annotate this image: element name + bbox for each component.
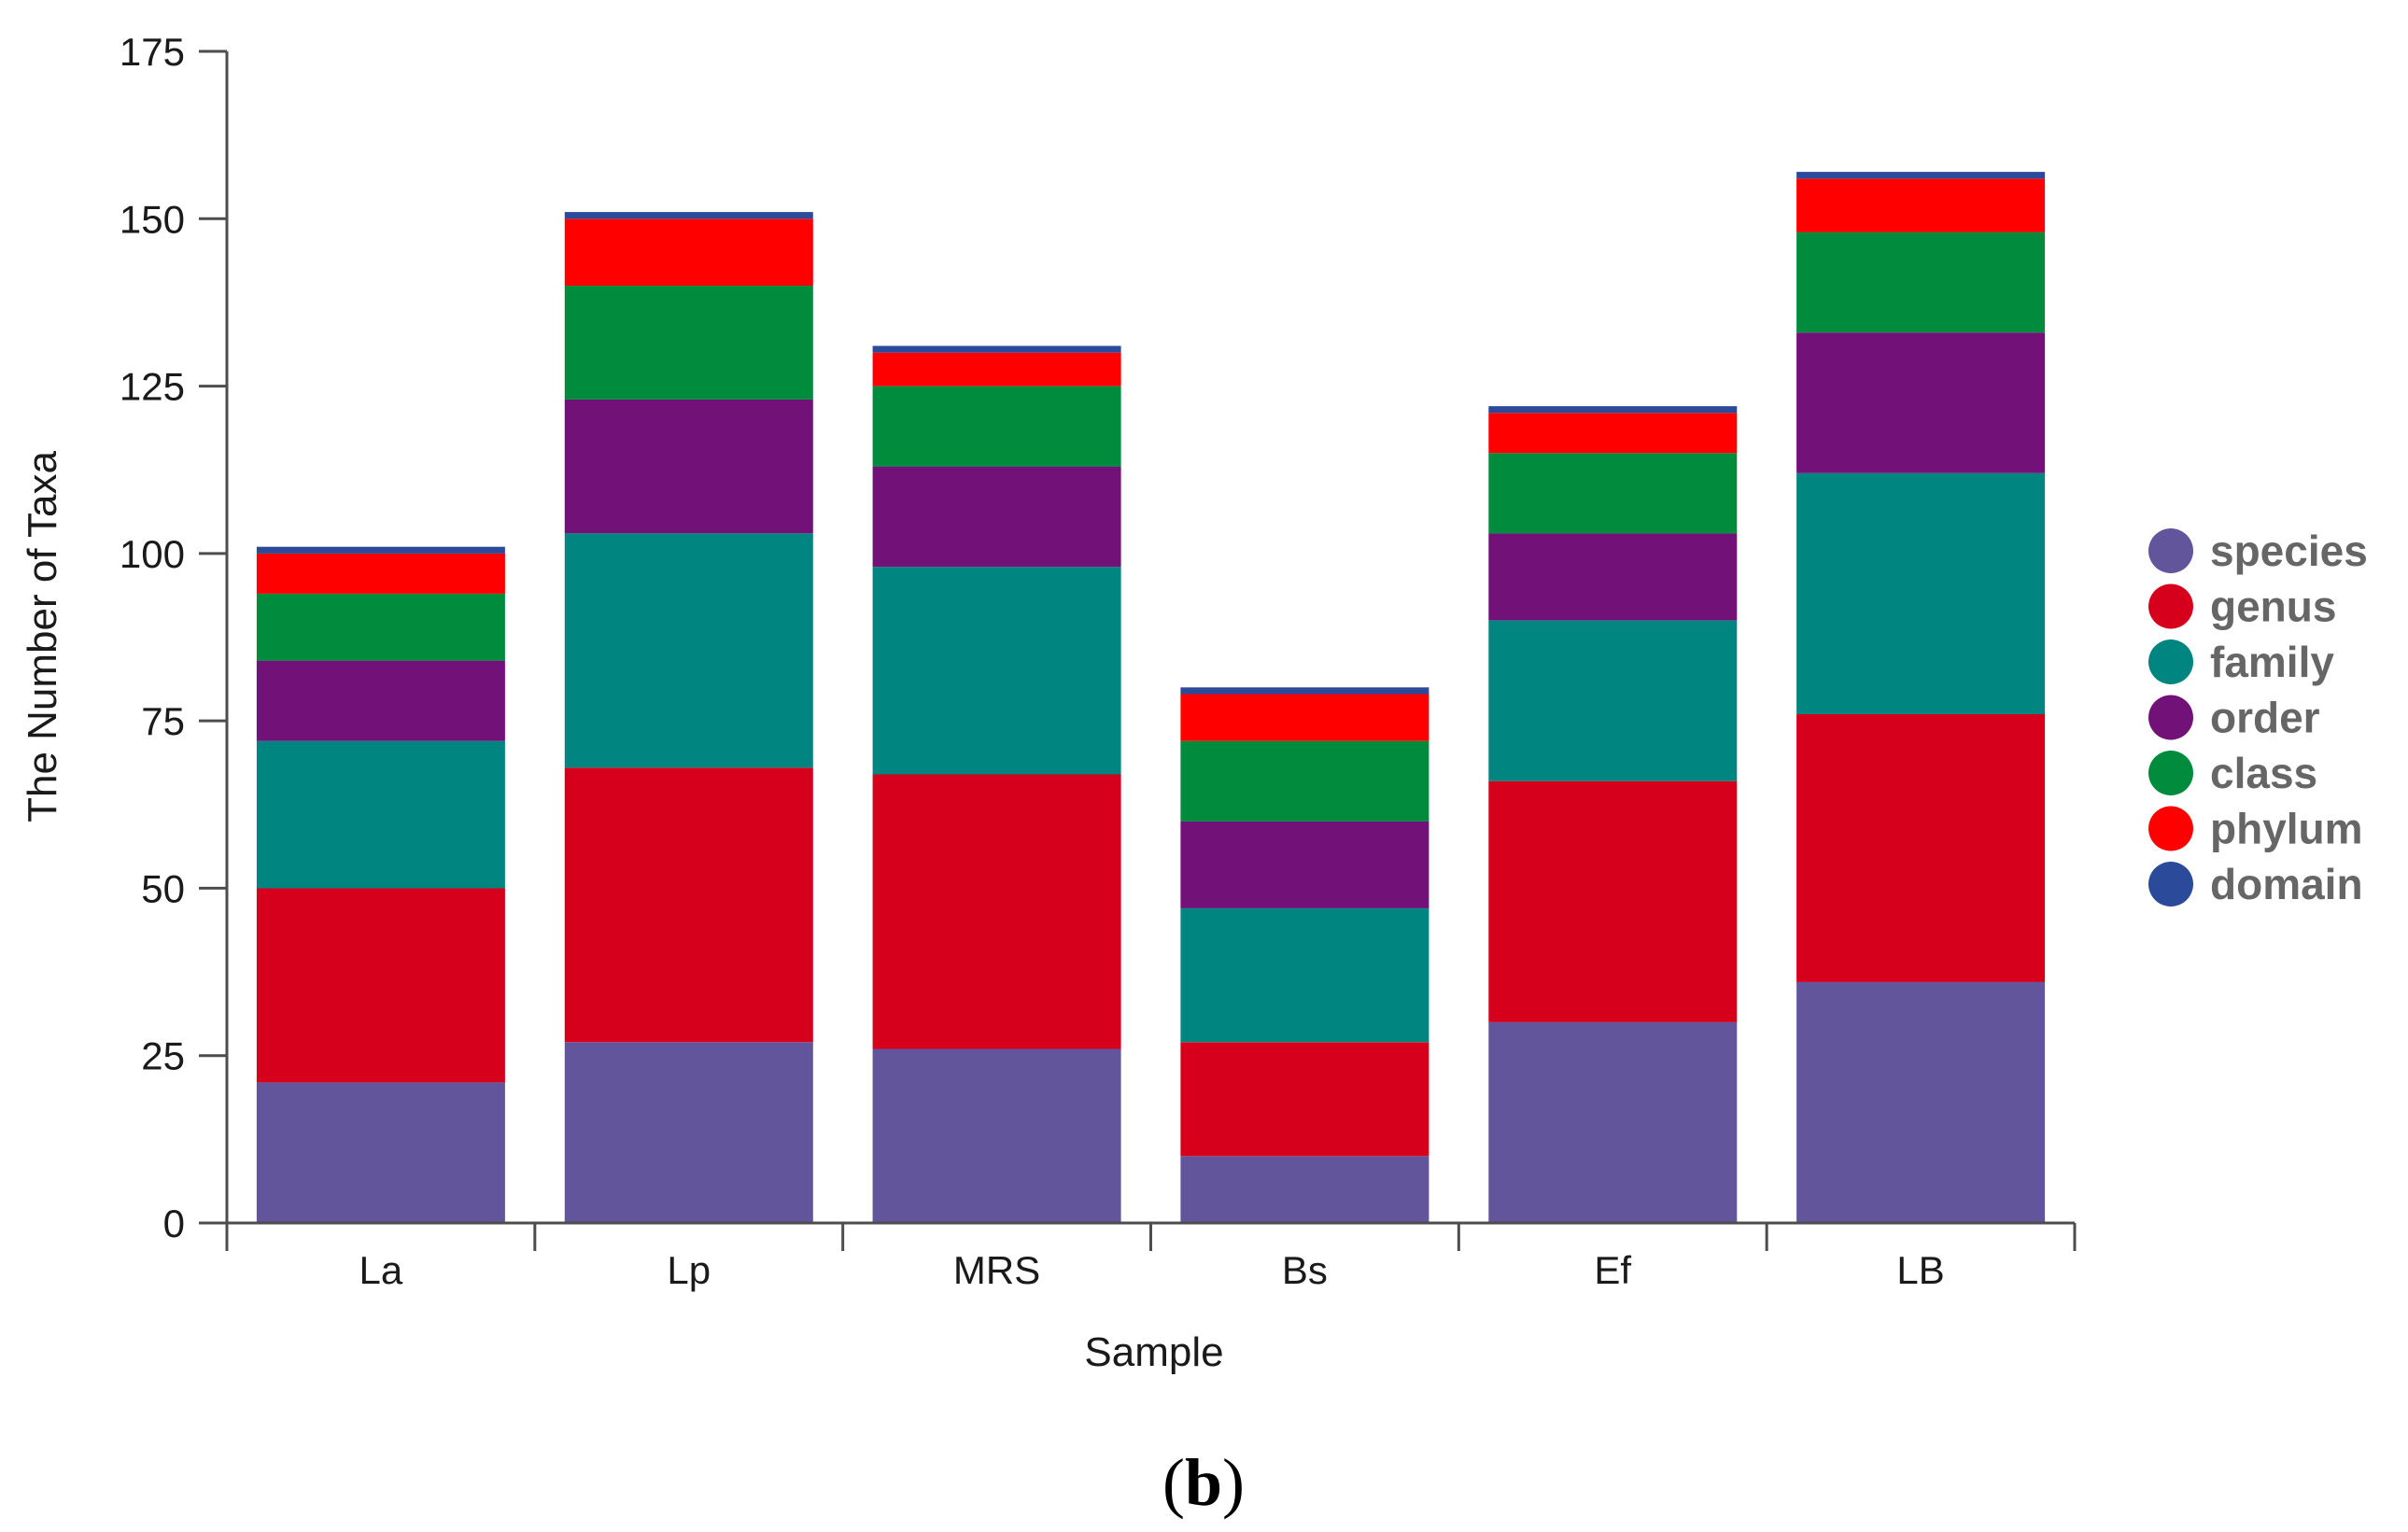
bar-lp-phylum	[564, 218, 813, 286]
bar-mrs-domain	[872, 345, 1121, 353]
bar-lp-species	[564, 1042, 813, 1223]
bar-bs-order	[1180, 821, 1429, 908]
y-tick-label-150: 150	[120, 197, 185, 241]
bar-lb-species	[1796, 981, 2046, 1223]
bar-ef-class	[1488, 453, 1738, 534]
bar-ef-family	[1488, 620, 1738, 781]
bar-bs-species	[1180, 1156, 1429, 1223]
bar-la-genus	[256, 888, 505, 1083]
bar-bs-phylum	[1180, 694, 1429, 741]
panel-label-open: (	[1162, 1445, 1185, 1520]
bar-ef-domain	[1488, 406, 1738, 414]
bar-la-order	[256, 660, 505, 741]
legend-label-domain: domain	[2210, 860, 2363, 908]
y-ticks: 0 25 50 75 100 125 150 175	[120, 30, 227, 1245]
y-tick-label-50: 50	[141, 866, 185, 910]
panel-label: (b)	[1162, 1445, 1245, 1520]
y-tick-label-125: 125	[120, 365, 185, 409]
x-ticks: La Lp MRS Bs Ef LB	[225, 1223, 2077, 1292]
x-tick-label-bs: Bs	[1282, 1248, 1328, 1292]
x-tick-label-la: La	[359, 1248, 403, 1292]
bar-la-species	[256, 1082, 505, 1223]
bar-bs-class	[1180, 740, 1429, 822]
legend-marker-genus	[2148, 583, 2193, 629]
legend-marker-order	[2148, 695, 2193, 740]
x-tick-label-lb: LB	[1896, 1248, 1944, 1292]
panel-label-letter: b	[1185, 1445, 1222, 1520]
bars-group	[256, 172, 2046, 1223]
legend-marker-class	[2148, 751, 2193, 795]
bar-la-family	[256, 740, 505, 889]
bar-ef-genus	[1488, 780, 1738, 1022]
legend-marker-species	[2148, 528, 2193, 573]
x-axis-title: Sample	[1084, 1329, 1223, 1375]
bar-mrs-species	[872, 1048, 1121, 1223]
legend-marker-family	[2148, 640, 2193, 684]
bar-lp-genus	[564, 767, 813, 1043]
bar-ef-species	[1488, 1021, 1738, 1223]
bar-lp-order	[564, 399, 813, 534]
bar-bs-family	[1180, 907, 1429, 1043]
bar-lb-family	[1796, 472, 2046, 714]
legend-label-order: order	[2210, 694, 2320, 742]
bar-lb-order	[1796, 332, 2046, 473]
axes-group: 0 25 50 75 100 125 150 175 La Lp MRS Bs Ef LB	[120, 30, 2077, 1292]
bar-lp-domain	[564, 212, 813, 219]
bar-mrs-family	[872, 567, 1121, 775]
bar-ef-phylum	[1488, 413, 1738, 454]
panel-label-close: )	[1222, 1445, 1245, 1520]
bar-lb-class	[1796, 232, 2046, 333]
bar-mrs-phylum	[872, 352, 1121, 387]
legend-label-phylum: phylum	[2210, 805, 2363, 853]
legend: species genus family order class phylum domain	[2148, 527, 2368, 908]
y-tick-label-175: 175	[120, 30, 185, 74]
y-tick-label-100: 100	[120, 532, 185, 576]
y-axis-title: The Number of Taxa	[20, 451, 65, 822]
bar-ef-order	[1488, 533, 1738, 621]
x-tick-label-lp: Lp	[667, 1248, 711, 1292]
x-tick-label-ef: Ef	[1594, 1248, 1631, 1292]
legend-marker-domain	[2148, 862, 2193, 907]
bar-lp-family	[564, 533, 813, 768]
bar-lb-genus	[1796, 714, 2046, 982]
bar-lb-phylum	[1796, 178, 2046, 232]
legend-marker-phylum	[2148, 806, 2193, 851]
bar-bs-genus	[1180, 1042, 1429, 1157]
legend-label-species: species	[2210, 527, 2368, 575]
bar-mrs-genus	[872, 774, 1121, 1049]
bar-la-class	[256, 593, 505, 661]
legend-label-class: class	[2210, 749, 2317, 797]
bar-mrs-order	[872, 466, 1121, 568]
bar-lb-domain	[1796, 172, 2046, 179]
bar-la-phylum	[256, 553, 505, 594]
legend-label-genus: genus	[2210, 583, 2336, 631]
y-tick-label-25: 25	[141, 1034, 185, 1078]
bar-la-domain	[256, 546, 505, 554]
bar-lp-class	[564, 286, 813, 400]
x-tick-label-mrs: MRS	[953, 1248, 1040, 1292]
legend-label-family: family	[2210, 638, 2334, 686]
y-tick-label-75: 75	[141, 699, 185, 743]
y-tick-label-0: 0	[163, 1202, 185, 1245]
bar-bs-domain	[1180, 687, 1429, 695]
bar-mrs-class	[872, 386, 1121, 467]
